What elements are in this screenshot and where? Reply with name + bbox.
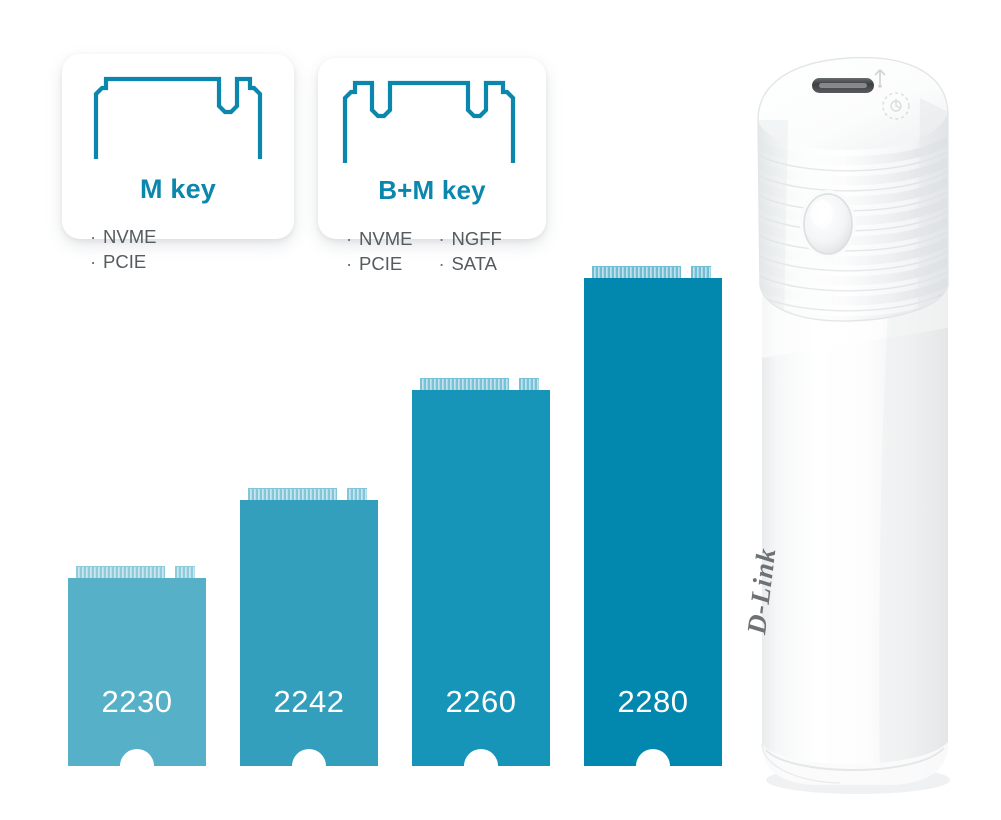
key-card-m-key: M key · NVME · PCIE bbox=[62, 54, 294, 272]
spec-item: · PCIE bbox=[90, 249, 156, 274]
spec-text: NVME bbox=[103, 226, 157, 247]
ssd-bar: 2260 bbox=[412, 374, 550, 783]
device-button[interactable] bbox=[803, 193, 853, 255]
key-card-spec-list: · NVME · PCIE bbox=[90, 224, 156, 274]
spec-item: · PCIE bbox=[346, 251, 412, 276]
ssd-enclosure-device bbox=[757, 56, 950, 794]
m-key-edge-connector-icon bbox=[93, 76, 263, 159]
bullet-icon: · bbox=[438, 253, 445, 274]
spec-text: PCIE bbox=[103, 251, 147, 272]
spec-text: NGFF bbox=[451, 228, 502, 249]
bullet-icon: · bbox=[346, 228, 353, 249]
spec-item: · NVME bbox=[346, 226, 412, 251]
bullet-icon: · bbox=[438, 228, 445, 249]
b-plus-m-key-edge-connector-icon bbox=[342, 80, 516, 163]
device-ribbed-cap bbox=[757, 56, 949, 322]
spec-text: PCIE bbox=[359, 253, 403, 274]
ssd-mounting-notch bbox=[292, 749, 326, 783]
ssd-size-label: 2242 bbox=[273, 684, 345, 719]
led-indicator bbox=[882, 92, 910, 120]
device-body bbox=[761, 278, 948, 785]
usb-c-port[interactable] bbox=[812, 78, 874, 93]
ssd-edge-connector-pins bbox=[248, 488, 367, 501]
bullet-icon: · bbox=[90, 251, 97, 272]
ssd-edge-connector-pins bbox=[76, 566, 195, 579]
bullet-icon: · bbox=[90, 226, 97, 247]
spec-text: SATA bbox=[451, 253, 498, 274]
key-card-label: B+M key bbox=[378, 175, 486, 205]
ssd-board bbox=[584, 278, 722, 766]
ssd-bar: 2242 bbox=[240, 484, 378, 783]
key-card-spec-list: · NVME · PCIE · NGFF · SATA bbox=[346, 226, 502, 276]
spec-column: · NVME · PCIE bbox=[346, 226, 412, 276]
ssd-size-label: 2230 bbox=[101, 684, 173, 719]
ssd-size-label: 2260 bbox=[445, 684, 517, 719]
ssd-board bbox=[412, 390, 550, 766]
ssd-board bbox=[68, 578, 206, 766]
spec-column: · NVME · PCIE bbox=[90, 224, 156, 274]
ssd-mounting-notch bbox=[120, 749, 154, 783]
ssd-edge-connector-pins bbox=[592, 266, 711, 279]
spec-item: · NVME bbox=[90, 224, 156, 249]
spec-item: · SATA bbox=[438, 251, 501, 276]
key-card-label: M key bbox=[139, 174, 217, 204]
spec-column: · NGFF · SATA bbox=[438, 226, 501, 276]
spec-item: · NGFF bbox=[438, 226, 501, 251]
spec-text: NVME bbox=[359, 228, 413, 249]
ssd-board bbox=[240, 500, 378, 766]
ssd-bar: 2230 bbox=[68, 562, 206, 783]
key-card-b-plus-m-key: B+M key · NVME · PCIE · NGFF · SATA bbox=[318, 58, 546, 274]
ssd-size-label: 2280 bbox=[617, 684, 689, 719]
ssd-mounting-notch bbox=[636, 749, 670, 783]
ssd-mounting-notch bbox=[464, 749, 498, 783]
ssd-edge-connector-pins bbox=[420, 378, 539, 391]
usb-icon bbox=[874, 69, 886, 88]
ssd-bar: 2280 bbox=[584, 262, 722, 783]
bullet-icon: · bbox=[346, 253, 353, 274]
